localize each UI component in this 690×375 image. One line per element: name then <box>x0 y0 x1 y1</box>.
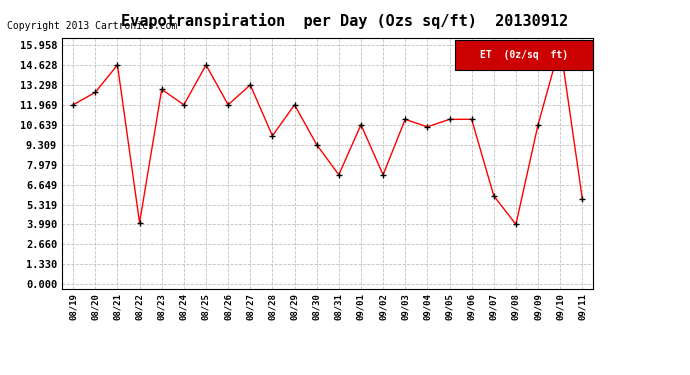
Text: ET  (0z/sq  ft): ET (0z/sq ft) <box>480 50 569 60</box>
Text: Evapotranspiration  per Day (Ozs sq/ft)  20130912: Evapotranspiration per Day (Ozs sq/ft) 2… <box>121 13 569 29</box>
FancyBboxPatch shape <box>455 40 593 70</box>
Text: Copyright 2013 Cartronics.com: Copyright 2013 Cartronics.com <box>7 21 177 31</box>
